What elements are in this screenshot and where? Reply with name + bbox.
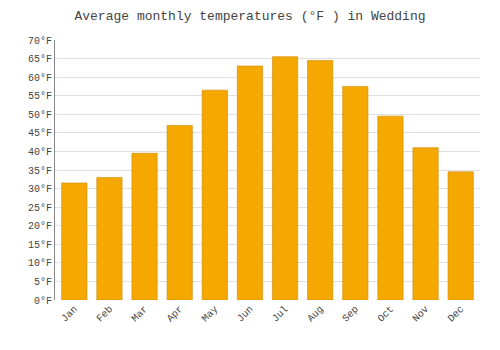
svg-text:Apr: Apr [165,304,186,325]
svg-text:5°F: 5°F [34,277,52,288]
svg-text:60°F: 60°F [28,73,52,84]
svg-text:15°F: 15°F [28,240,52,251]
svg-text:10°F: 10°F [28,258,52,269]
svg-text:70°F: 70°F [28,36,52,47]
svg-text:25°F: 25°F [28,203,52,214]
svg-text:65°F: 65°F [28,54,52,65]
svg-text:Jan: Jan [59,304,80,325]
svg-text:0°F: 0°F [34,296,52,307]
svg-text:Average monthly temperatures (: Average monthly temperatures (°F ) in We… [74,9,425,24]
svg-text:30°F: 30°F [28,184,52,195]
svg-text:45°F: 45°F [28,128,52,139]
svg-text:Jul: Jul [270,304,291,325]
svg-text:35°F: 35°F [28,166,52,177]
svg-text:20°F: 20°F [28,221,52,232]
svg-text:55°F: 55°F [28,91,52,102]
svg-text:Dec: Dec [446,304,467,325]
svg-text:Jun: Jun [235,304,256,325]
svg-text:40°F: 40°F [28,147,52,158]
svg-text:Nov: Nov [411,304,432,325]
svg-text:Sep: Sep [340,304,361,325]
svg-text:May: May [200,304,221,325]
svg-text:Feb: Feb [95,304,116,325]
svg-text:Mar: Mar [130,304,151,325]
svg-text:50°F: 50°F [28,110,52,121]
svg-text:Aug: Aug [305,304,326,325]
svg-text:Oct: Oct [376,304,397,325]
